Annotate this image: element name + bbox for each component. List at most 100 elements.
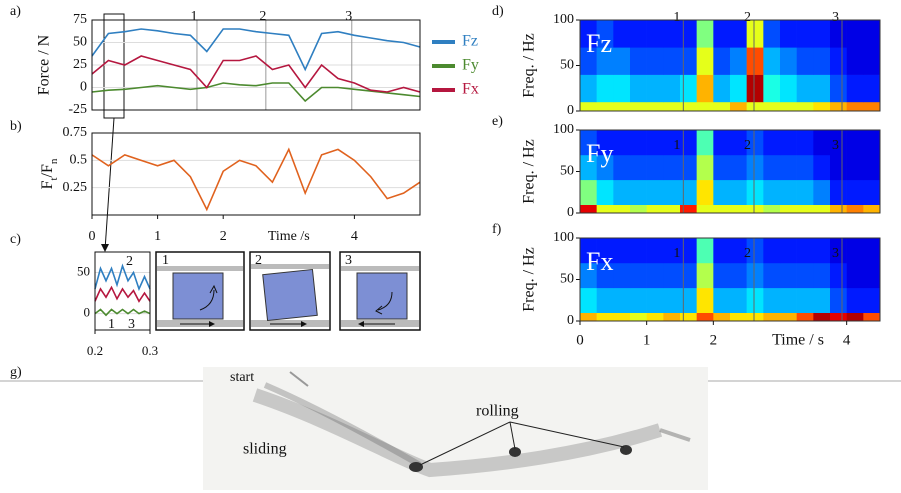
spectrogram-cell [663,312,681,322]
spectrogram-cell [680,154,697,181]
spectrogram-cell [796,179,814,205]
event-label: 2 [259,9,266,24]
spectrogram-cell [730,20,747,48]
spectrogram-cell [846,20,864,48]
panel-label: f) [492,222,502,237]
spectrogram-cell [630,204,647,214]
annotation: sliding [243,441,287,458]
spectrogram-cell [780,20,797,48]
spectrogram-cell [580,130,597,156]
y-tick-label: 0 [84,305,91,320]
spectrogram-cell [730,47,747,75]
spectrogram-cell [696,204,714,214]
spectrogram-cell [846,262,864,289]
spectrogram-cell [830,238,847,264]
signal-label: Fy [586,139,613,168]
spectrogram-cell [613,287,631,313]
spectrogram-cell [630,238,647,264]
spectrogram-cell [696,20,714,48]
spectrogram-cell [846,287,864,313]
spectrogram-cell [680,47,697,75]
event-label: 1 [673,138,680,153]
spectrogram-cell [846,101,864,112]
spectrogram-cell [763,130,781,156]
spectrogram-cell [863,74,881,103]
event-label: 1 [190,9,197,24]
spectrogram-cell [580,312,597,322]
spectrogram-cell [646,101,664,112]
spectrogram-cell [596,238,614,264]
spectrogram-cell [813,20,831,48]
spectrogram-cell [763,101,781,112]
label-part: F [39,180,56,189]
spectrogram-cell [580,20,597,48]
spectrogram-cell [696,47,714,75]
spectrogram-cell [763,262,781,289]
spectrogram-cell [696,74,714,103]
x-tick-label: 4 [351,229,358,244]
event-label: 3 [832,10,839,25]
spectrogram-cell [580,179,597,205]
spectrogram-cell [796,238,814,264]
spectrogram-cell [846,179,864,205]
spectrogram-cell [646,154,664,181]
annotation: start [230,370,254,385]
spectrogram-cell [696,238,714,264]
spectrogram-cell [763,47,781,75]
spectrogram-cell [796,312,814,322]
spectrogram-cell [830,154,847,181]
spectrogram-cell [763,20,781,48]
spectrogram-cell [780,130,797,156]
spectrogram-cell [746,130,764,156]
spectrogram-cell [680,130,697,156]
y-axis-label: Ft/Fn [39,158,60,189]
spectrogram-cell [680,20,697,48]
spectrogram-cell [796,101,814,112]
spectrogram-cell [863,47,881,75]
y-tick-label: 0 [80,80,87,95]
spectrogram-cell [813,154,831,181]
spectrogram-cell [646,312,664,322]
spectrogram-cell [630,262,647,289]
plot-frame [579,19,881,112]
y-tick-label: 100 [553,12,574,27]
spectrogram-cell [846,74,864,103]
spectrogram-cell [580,47,597,75]
spectrogram-cell [696,130,714,156]
spectrogram-cell [863,204,881,214]
panel-label: b) [10,119,22,134]
spectrogram-cell [596,312,614,322]
zoom-pointer [104,117,115,251]
spectrogram-cell [730,204,747,214]
spectrogram-cell [713,47,731,75]
panel-label: d) [492,4,504,19]
x-tick-label: 0.3 [142,343,158,358]
spectrogram-cell [680,312,697,322]
event-label: 1 [673,246,680,261]
spectrogram-cell [796,47,814,75]
spectrogram-cell [646,204,664,214]
plot-frame [91,132,421,216]
spectrogram-cell [680,238,697,264]
spectrogram-cell [846,47,864,75]
spectrogram-cell [730,262,747,289]
spectrogram-cell [863,154,881,181]
spectrogram-cell [763,312,781,322]
y-tick-label: 50 [560,58,574,73]
spectrogram-cell [813,287,831,313]
spectrogram-cell [613,154,631,181]
y-tick-label: 25 [73,57,87,72]
y-tick-label: -25 [68,102,87,117]
spectrogram-cell [796,262,814,289]
y-tick-label: 100 [553,230,574,245]
photo [203,367,708,490]
spectrogram-cell [596,179,614,205]
spectrogram-cell [813,130,831,156]
spectrogram-cell [680,262,697,289]
arrowhead [101,244,109,252]
spectrogram-cell [796,154,814,181]
x-axis-label: Time / s [772,332,824,349]
spectrogram-cell [613,204,631,214]
spectrogram-cell [863,20,881,48]
spectrogram-cell [830,101,847,112]
